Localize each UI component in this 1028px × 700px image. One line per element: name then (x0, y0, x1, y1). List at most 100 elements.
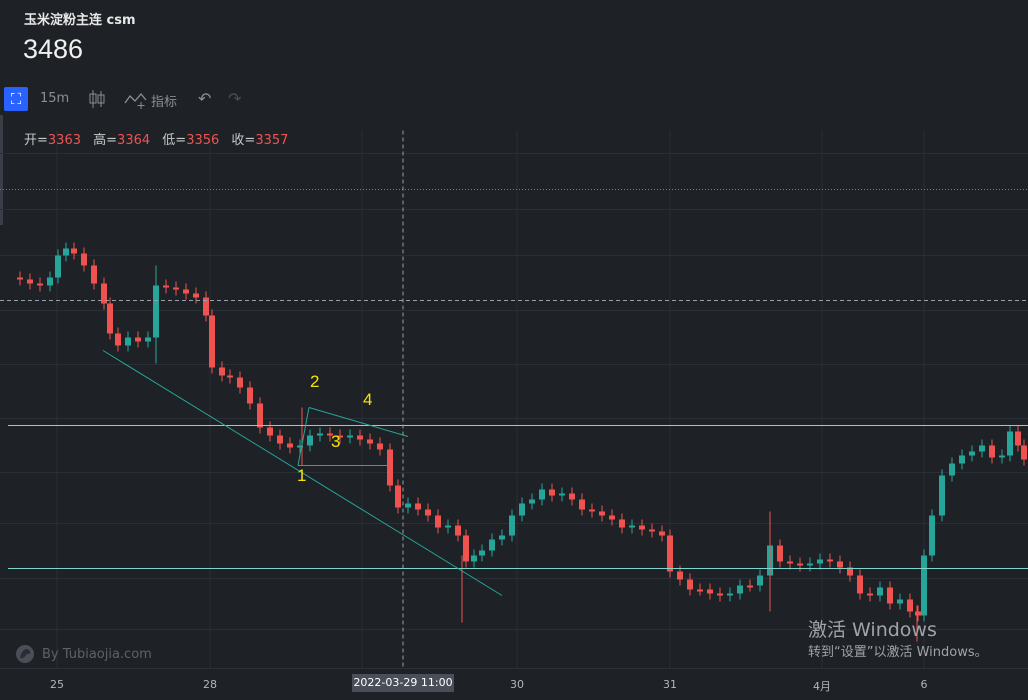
candle-body (71, 248, 77, 254)
candle-body (707, 589, 713, 594)
high-value: 3364 (117, 133, 151, 148)
candle-body (837, 561, 843, 568)
candle-body (219, 367, 225, 376)
candle-body (1007, 431, 1013, 456)
indicators-label: 指标 (151, 95, 178, 110)
candle-body (317, 433, 323, 436)
crop-icon[interactable]: ⛶ (4, 87, 28, 111)
triangle-upper-line (308, 407, 409, 437)
candle-body (619, 519, 625, 528)
candle-body (115, 333, 121, 346)
candle-body (697, 589, 703, 592)
price-chart[interactable] (0, 115, 1028, 699)
candle-body (687, 579, 693, 590)
candle-body (463, 535, 469, 562)
x-tick: 6 (920, 678, 928, 691)
candle-body (415, 503, 421, 510)
candle-body (747, 585, 753, 588)
candle-body (47, 277, 53, 286)
redo-icon[interactable]: ↷ (228, 89, 242, 108)
close-value: 3357 (255, 133, 289, 148)
candle-body (377, 443, 383, 450)
candle-body (1021, 445, 1027, 460)
candle-body (867, 593, 873, 596)
annotation-1: 1 (297, 466, 307, 485)
candle-body (907, 599, 913, 612)
candle-body (999, 455, 1005, 458)
candle-body (915, 611, 921, 616)
candle-body (63, 248, 69, 256)
candle-body (55, 255, 61, 278)
time-axis[interactable]: 25 28 30 31 4月 6 2022-03-29 11:00 (0, 668, 1028, 700)
undo-icon[interactable]: ↶ (198, 89, 212, 108)
candle-body (559, 493, 565, 496)
candle-body (797, 563, 803, 566)
open-label: 开= (24, 133, 48, 148)
candle-body (327, 433, 333, 436)
symbol-title: 玉米淀粉主连 csm (24, 13, 136, 28)
annotation-4: 4 (363, 390, 373, 409)
candle-body (519, 503, 525, 516)
candle-body (395, 485, 401, 508)
x-tick: 28 (203, 678, 217, 691)
candle-body (897, 599, 903, 604)
candle-body (949, 463, 955, 476)
candle-body (405, 503, 411, 508)
chart-header: 玉米淀粉主连 csm 3486 ⛶ 15m 指标 ↶ ↷ (0, 0, 1028, 115)
candle-type-icon[interactable] (88, 88, 106, 110)
candle-body (877, 587, 883, 596)
interval-button[interactable]: 15m (40, 91, 70, 106)
x-tick: 25 (50, 678, 64, 691)
candle-body (135, 337, 141, 342)
candle-body (639, 525, 645, 530)
x-tick: 4月 (813, 680, 831, 693)
candle-body (307, 435, 313, 446)
chart-toolbar: ⛶ 15m 指标 ↶ ↷ (0, 86, 300, 112)
candle-body (887, 587, 893, 604)
ohlc-readout: 开=3363 高=3364 低=3356 收=3357 (24, 129, 296, 148)
candle-body (717, 593, 723, 596)
candle-body (101, 283, 107, 304)
candle-body (667, 535, 673, 572)
open-value: 3363 (47, 133, 81, 148)
candle-body (367, 439, 373, 444)
chart-grid (0, 130, 1028, 684)
candle-body (471, 555, 477, 562)
candle-body (183, 289, 189, 294)
candle-body (549, 489, 555, 496)
candle-body (589, 509, 595, 512)
tubiaojia-logo-icon (16, 645, 34, 663)
annotation-3: 3 (331, 432, 341, 451)
triangle-left-line (297, 407, 310, 466)
candle-body (817, 559, 823, 564)
candle-body (277, 435, 283, 444)
x-tick: 30 (510, 678, 524, 691)
candle-body (145, 337, 151, 342)
chart-overlays (0, 130, 1028, 684)
candle-body (297, 445, 303, 448)
last-price: 3486 (23, 34, 84, 64)
candle-body (599, 511, 605, 516)
candle-body (107, 303, 113, 334)
annotation-2: 2 (310, 372, 320, 391)
candle-body (921, 555, 927, 616)
low-value: 3356 (186, 133, 220, 148)
candle-body (529, 499, 535, 504)
candle-body (227, 375, 233, 378)
candle-body (81, 253, 87, 266)
candle-body (267, 427, 273, 436)
candle-body (425, 509, 431, 516)
trend-line (102, 350, 503, 596)
candle-body (857, 575, 863, 594)
left-scrollbar[interactable] (0, 115, 3, 225)
candle-body (579, 499, 585, 510)
candle-body (777, 545, 783, 562)
candle-body (569, 493, 575, 500)
candle-body (609, 515, 615, 520)
candle-body (287, 443, 293, 448)
candle-body (193, 293, 199, 298)
indicators-button[interactable]: 指标 (124, 88, 184, 110)
candle-body (737, 585, 743, 594)
candle-body (203, 297, 209, 316)
candle-body (27, 279, 33, 284)
